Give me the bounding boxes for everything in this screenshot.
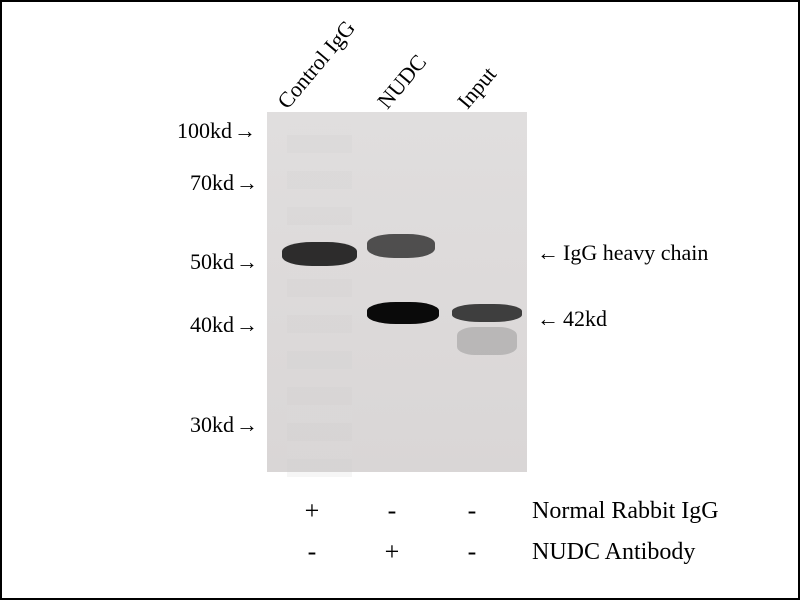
arrow-left-icon: ← (537, 306, 559, 332)
band-lane2-50kd (367, 234, 435, 258)
arrow-left-icon: ← (537, 240, 559, 266)
condition-symbol: - (272, 537, 352, 567)
arrow-right-icon: → (234, 118, 256, 144)
band-lane2-42kd (367, 302, 439, 324)
band-lane3-smear (457, 327, 517, 355)
mw-marker-70kd: 70kd → (190, 170, 258, 196)
annotation-42kd: ← 42kd (537, 306, 607, 332)
watermark-stripe (287, 122, 352, 477)
figure-border: Control IgG NUDC Input 100kd → 70kd → 50… (0, 0, 800, 600)
arrow-right-icon: → (236, 412, 258, 438)
arrow-right-icon: → (236, 170, 258, 196)
condition-symbol: - (432, 537, 512, 567)
mw-label: 100kd (177, 118, 232, 144)
mw-marker-30kd: 30kd → (190, 412, 258, 438)
arrow-right-icon: → (236, 249, 258, 275)
mw-label: 30kd (190, 412, 234, 438)
mw-marker-50kd: 50kd → (190, 249, 258, 275)
mw-marker-100kd: 100kd → (177, 118, 256, 144)
condition-label: Normal Rabbit IgG (532, 498, 719, 525)
condition-row-normal-igg: + - - Normal Rabbit IgG (272, 496, 719, 526)
annotation-igg-heavy-chain: ← IgG heavy chain (537, 240, 708, 266)
annotation-label: IgG heavy chain (563, 240, 708, 266)
annotation-label: 42kd (563, 306, 607, 332)
mw-label: 40kd (190, 312, 234, 338)
mw-label: 50kd (190, 249, 234, 275)
condition-symbol: - (432, 496, 512, 526)
mw-marker-40kd: 40kd → (190, 312, 258, 338)
arrow-right-icon: → (236, 312, 258, 338)
condition-row-nudc-ab: - + - NUDC Antibody (272, 537, 695, 567)
condition-symbol: - (352, 496, 432, 526)
condition-symbol: + (272, 496, 352, 526)
lane-label-nudc: NUDC (372, 50, 432, 114)
lane-label-control-igg: Control IgG (272, 15, 361, 114)
lane-label-input: Input (452, 62, 502, 114)
mw-label: 70kd (190, 170, 234, 196)
band-lane1-50kd (282, 242, 357, 266)
condition-label: NUDC Antibody (532, 539, 695, 566)
condition-symbol: + (352, 537, 432, 567)
band-lane3-42kd (452, 304, 522, 322)
